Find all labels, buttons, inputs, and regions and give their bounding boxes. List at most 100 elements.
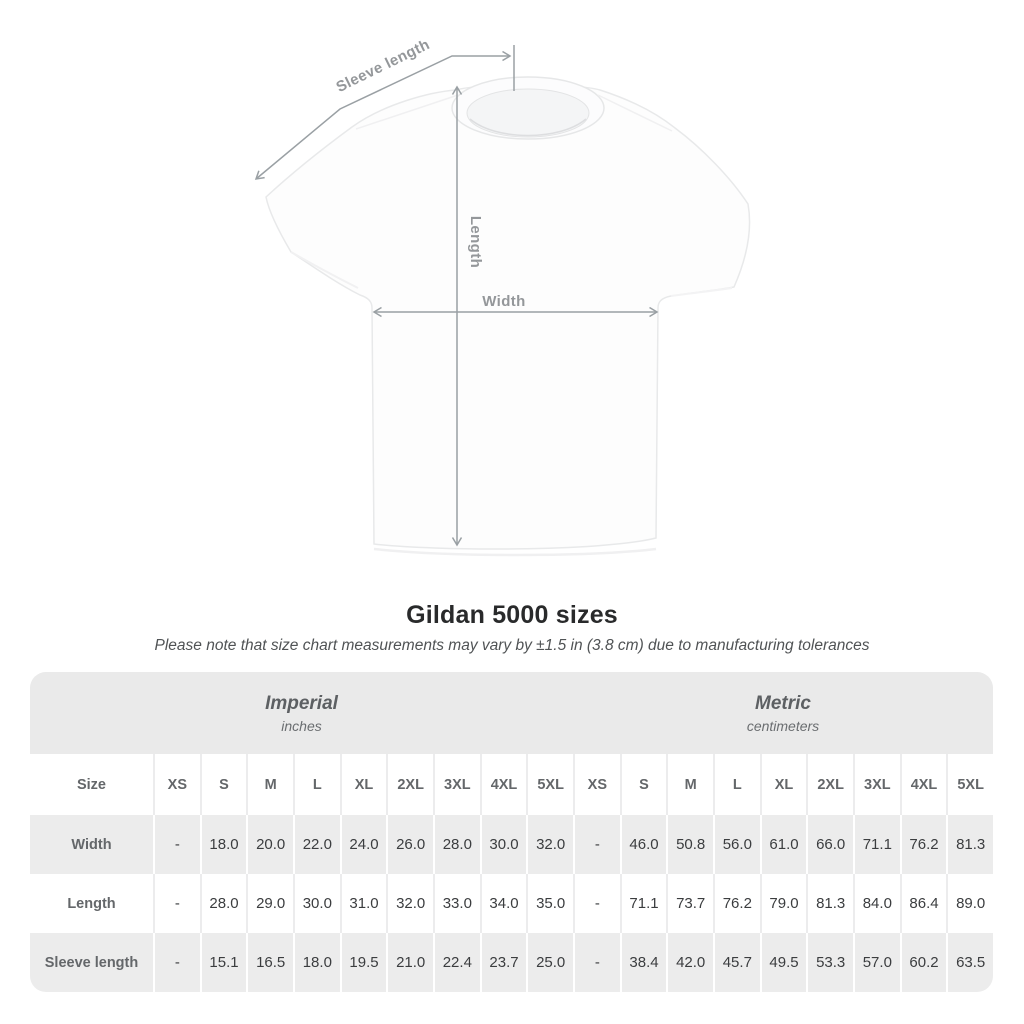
cell-metric-l: 76.2 — [713, 874, 760, 933]
unit-header-row: Imperial inches Metric centimeters — [30, 672, 993, 754]
right-underarm-crease — [670, 287, 733, 297]
table-row-length: Length -28.0 29.0 30.0 31.0 32.0 33.0 34.0 35.0-… — [30, 874, 993, 933]
cell-metric-4xl: 76.2 — [899, 815, 947, 874]
cell-imperial-xs: - — [153, 933, 200, 992]
cell-imperial-s: 18.0 — [199, 815, 247, 874]
cell-metric-4xl: 60.2 — [899, 933, 947, 992]
page-title: Gildan 5000 sizes — [406, 601, 618, 629]
length-label: Length — [467, 216, 484, 268]
measurement-arrows — [254, 45, 659, 547]
cell-metric-l: 56.0 — [713, 815, 760, 874]
cell-metric-l: 45.7 — [713, 933, 760, 992]
metric-header-group: Metric centimeters — [573, 672, 993, 754]
size-row-label: Size — [76, 776, 106, 793]
width-label: Width — [482, 293, 526, 310]
tshirt-body-outline — [265, 84, 751, 550]
cell-metric-2xl: 53.3 — [806, 933, 853, 992]
size-col-header-metric-xl: XL — [759, 754, 807, 815]
sleeve-length-label: Sleeve length — [334, 36, 433, 96]
cell-metric-m: 42.0 — [666, 933, 713, 992]
tshirt-graphic — [265, 76, 751, 557]
cell-metric-s: 38.4 — [619, 933, 667, 992]
cell-imperial-xl: 19.5 — [339, 933, 387, 992]
size-col-header-metric-2xl: 2XL — [806, 754, 853, 815]
cell-imperial-5xl: 35.0 — [526, 874, 573, 933]
collar-inner-opening — [466, 88, 590, 138]
size-col-header-imperial-l: L — [293, 754, 340, 815]
imperial-sublabel: inches — [281, 717, 322, 734]
cell-imperial-3xl: 33.0 — [433, 874, 480, 933]
imperial-header-group: Imperial inches — [30, 672, 573, 754]
size-col-header-imperial-xs: XS — [153, 754, 200, 815]
size-col-header-metric-3xl: 3XL — [853, 754, 900, 815]
cell-imperial-3xl: 22.4 — [433, 933, 480, 992]
cell-imperial-xs: - — [153, 874, 200, 933]
cell-metric-5xl: 89.0 — [946, 874, 993, 933]
cell-imperial-s: 28.0 — [199, 874, 247, 933]
size-col-header-metric-4xl: 4XL — [899, 754, 947, 815]
cell-imperial-3xl: 28.0 — [433, 815, 480, 874]
size-col-header-metric-l: L — [713, 754, 760, 815]
cell-imperial-m: 16.5 — [246, 933, 293, 992]
table-body: Width -18.0 20.0 22.0 24.0 26.0 28.0 30.0 32.0-4… — [30, 815, 993, 992]
cell-metric-xs: - — [573, 874, 620, 933]
cell-imperial-xs: - — [153, 815, 200, 874]
cell-metric-3xl: 57.0 — [853, 933, 900, 992]
table-row-width: Width -18.0 20.0 22.0 24.0 26.0 28.0 30.0 32.0-4… — [30, 815, 993, 874]
size-col-header-imperial-5xl: 5XL — [526, 754, 573, 815]
size-col-header-metric-s: S — [619, 754, 667, 815]
row-label: Sleeve length — [44, 954, 139, 971]
cell-metric-xl: 79.0 — [759, 874, 807, 933]
cell-imperial-4xl: 23.7 — [479, 933, 527, 992]
size-col-header-imperial-2xl: 2XL — [386, 754, 433, 815]
cell-metric-s: 46.0 — [619, 815, 667, 874]
cell-imperial-5xl: 32.0 — [526, 815, 573, 874]
right-shoulder-seam — [597, 94, 673, 132]
size-header-row: Size XS S M L XL 2XL 3XL 4XL 5XL XS S M L XL 2XL 3XL 4XL… — [30, 754, 993, 815]
cell-imperial-5xl: 25.0 — [526, 933, 573, 992]
cell-metric-5xl: 63.5 — [946, 933, 993, 992]
metric-label: Metric — [755, 692, 811, 714]
size-col-header-metric-xs: XS — [573, 754, 620, 815]
cell-metric-3xl: 84.0 — [853, 874, 900, 933]
imperial-label: Imperial — [265, 692, 338, 714]
cell-metric-xs: - — [573, 933, 620, 992]
cell-metric-4xl: 86.4 — [899, 874, 947, 933]
left-underarm-crease — [290, 251, 359, 289]
row-label: Width — [71, 836, 112, 853]
tshirt-measurement-diagram: Sleeve length Length Width — [254, 36, 751, 557]
cell-metric-xl: 61.0 — [759, 815, 807, 874]
cell-metric-xl: 49.5 — [759, 933, 807, 992]
metric-sublabel: centimeters — [746, 717, 820, 734]
cell-metric-m: 50.8 — [666, 815, 713, 874]
cell-imperial-2xl: 26.0 — [386, 815, 433, 874]
cell-imperial-l: 18.0 — [293, 933, 340, 992]
cell-imperial-s: 15.1 — [199, 933, 247, 992]
size-col-header-imperial-m: M — [246, 754, 293, 815]
cell-metric-xs: - — [573, 815, 620, 874]
size-col-header-imperial-s: S — [199, 754, 247, 815]
size-col-header-metric-m: M — [666, 754, 713, 815]
cell-imperial-4xl: 34.0 — [479, 874, 527, 933]
cell-metric-2xl: 66.0 — [806, 815, 853, 874]
cell-metric-s: 71.1 — [619, 874, 667, 933]
table-row-sleeve-length: Sleeve length -15.1 16.5 18.0 19.5 21.0 22.4 23… — [30, 933, 993, 992]
cell-metric-3xl: 71.1 — [853, 815, 900, 874]
cell-metric-m: 73.7 — [666, 874, 713, 933]
cell-imperial-l: 22.0 — [293, 815, 340, 874]
cell-imperial-2xl: 32.0 — [386, 874, 433, 933]
size-col-header-imperial-xl: XL — [339, 754, 387, 815]
cell-metric-2xl: 81.3 — [806, 874, 853, 933]
sleeve-length-arrow — [254, 50, 512, 180]
cell-imperial-m: 20.0 — [246, 815, 293, 874]
cell-imperial-l: 30.0 — [293, 874, 340, 933]
cell-metric-5xl: 81.3 — [946, 815, 993, 874]
cell-imperial-2xl: 21.0 — [386, 933, 433, 992]
hem-shadow — [373, 547, 657, 557]
tolerance-note: Please note that size chart measurements… — [154, 637, 870, 654]
cell-imperial-4xl: 30.0 — [479, 815, 527, 874]
row-label: Length — [67, 895, 116, 912]
size-col-header-imperial-3xl: 3XL — [433, 754, 480, 815]
cell-imperial-xl: 31.0 — [339, 874, 387, 933]
